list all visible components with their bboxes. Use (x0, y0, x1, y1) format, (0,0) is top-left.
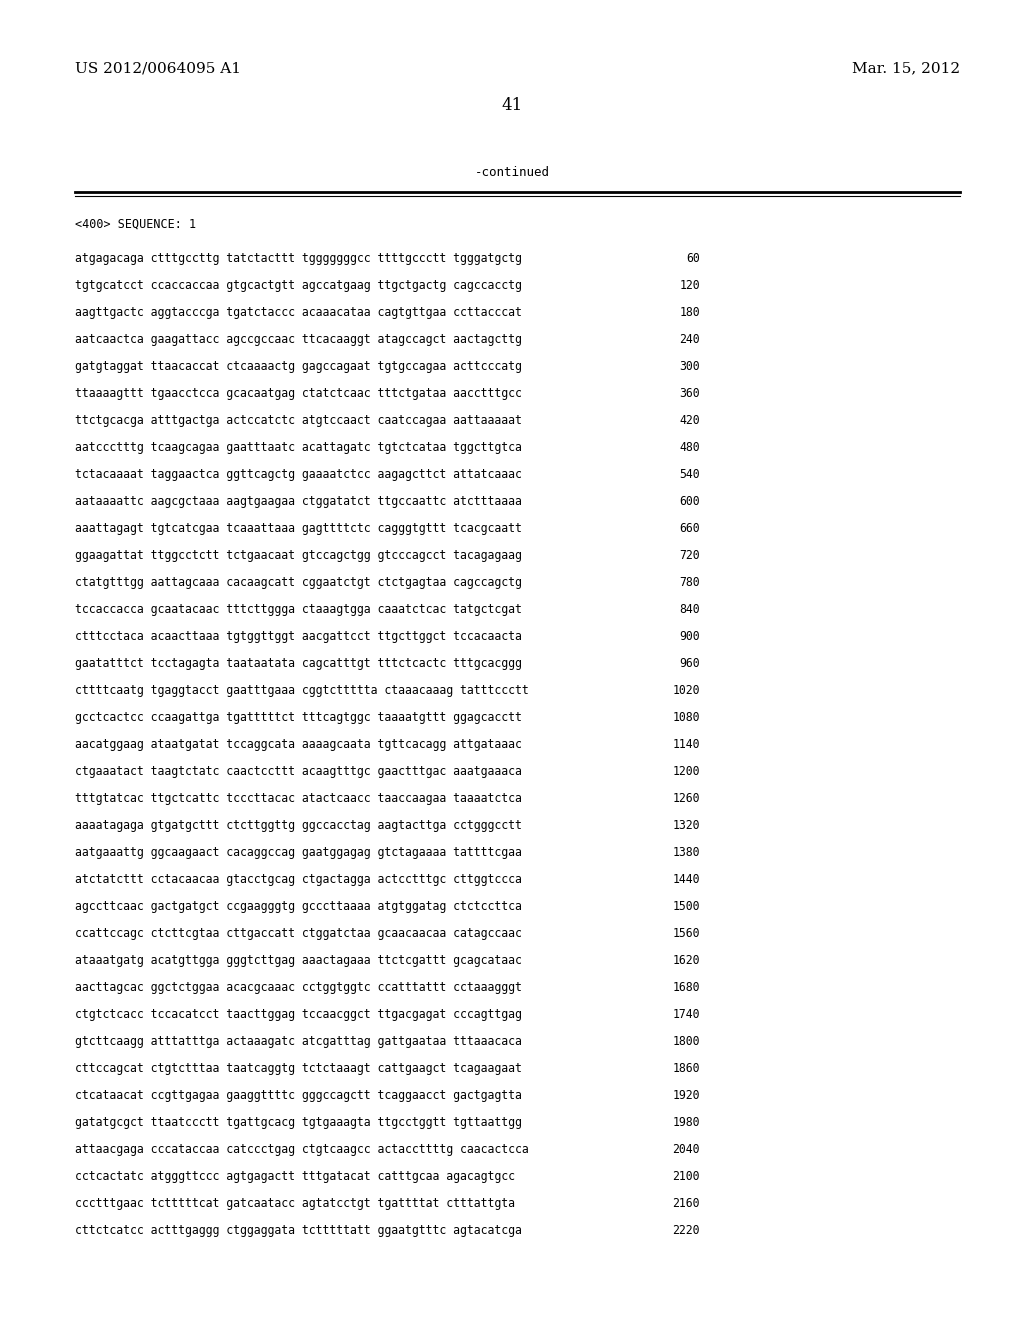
Text: 180: 180 (679, 306, 700, 319)
Text: ctttcctaca acaacttaaa tgtggttggt aacgattcct ttgcttggct tccacaacta: ctttcctaca acaacttaaa tgtggttggt aacgatt… (75, 630, 522, 643)
Text: ctgaaatact taagtctatc caactccttt acaagtttgc gaactttgac aaatgaaaca: ctgaaatact taagtctatc caactccttt acaagtt… (75, 766, 522, 777)
Text: tccaccacca gcaatacaac tttcttggga ctaaagtgga caaatctcac tatgctcgat: tccaccacca gcaatacaac tttcttggga ctaaagt… (75, 603, 522, 616)
Text: 1140: 1140 (673, 738, 700, 751)
Text: atgagacaga ctttgccttg tatctacttt tgggggggcc ttttgccctt tgggatgctg: atgagacaga ctttgccttg tatctacttt tgggggg… (75, 252, 522, 265)
Text: 1920: 1920 (673, 1089, 700, 1102)
Text: gaatatttct tcctagagta taataatata cagcatttgt tttctcactc tttgcacggg: gaatatttct tcctagagta taataatata cagcatt… (75, 657, 522, 671)
Text: <400> SEQUENCE: 1: <400> SEQUENCE: 1 (75, 218, 197, 231)
Text: ctcataacat ccgttgagaa gaaggttttc gggccagctt tcaggaacct gactgagtta: ctcataacat ccgttgagaa gaaggttttc gggccag… (75, 1089, 522, 1102)
Text: aatccctttg tcaagcagaa gaatttaatc acattagatc tgtctcataa tggcttgtca: aatccctttg tcaagcagaa gaatttaatc acattag… (75, 441, 522, 454)
Text: 1020: 1020 (673, 684, 700, 697)
Text: 1500: 1500 (673, 900, 700, 913)
Text: aaaatagaga gtgatgcttt ctcttggttg ggccacctag aagtacttga cctgggcctt: aaaatagaga gtgatgcttt ctcttggttg ggccacc… (75, 818, 522, 832)
Text: 1200: 1200 (673, 766, 700, 777)
Text: 420: 420 (679, 414, 700, 426)
Text: gatatgcgct ttaatccctt tgattgcacg tgtgaaagta ttgcctggtt tgttaattgg: gatatgcgct ttaatccctt tgattgcacg tgtgaaa… (75, 1115, 522, 1129)
Text: 600: 600 (679, 495, 700, 508)
Text: 120: 120 (679, 279, 700, 292)
Text: ccattccagc ctcttcgtaa cttgaccatt ctggatctaa gcaacaacaa catagccaac: ccattccagc ctcttcgtaa cttgaccatt ctggatc… (75, 927, 522, 940)
Text: cctcactatc atgggttccc agtgagactt tttgatacat catttgcaa agacagtgcc: cctcactatc atgggttccc agtgagactt tttgata… (75, 1170, 515, 1183)
Text: agccttcaac gactgatgct ccgaagggtg gcccttaaaa atgtggatag ctctccttca: agccttcaac gactgatgct ccgaagggtg gccctta… (75, 900, 522, 913)
Text: aacttagcac ggctctggaa acacgcaaac cctggtggtc ccatttattt cctaaagggt: aacttagcac ggctctggaa acacgcaaac cctggtg… (75, 981, 522, 994)
Text: aacatggaag ataatgatat tccaggcata aaaagcaata tgttcacagg attgataaac: aacatggaag ataatgatat tccaggcata aaaagca… (75, 738, 522, 751)
Text: -continued: -continued (474, 165, 550, 178)
Text: gatgtaggat ttaacaccat ctcaaaactg gagccagaat tgtgccagaa acttcccatg: gatgtaggat ttaacaccat ctcaaaactg gagccag… (75, 360, 522, 374)
Text: 2040: 2040 (673, 1143, 700, 1156)
Text: 1860: 1860 (673, 1063, 700, 1074)
Text: 1620: 1620 (673, 954, 700, 968)
Text: aatgaaattg ggcaagaact cacaggccag gaatggagag gtctagaaaa tattttcgaa: aatgaaattg ggcaagaact cacaggccag gaatgga… (75, 846, 522, 859)
Text: 1380: 1380 (673, 846, 700, 859)
Text: 1740: 1740 (673, 1008, 700, 1020)
Text: tttgtatcac ttgctcattc tcccttacac atactcaacc taaccaagaa taaaatctca: tttgtatcac ttgctcattc tcccttacac atactca… (75, 792, 522, 805)
Text: atctatcttt cctacaacaa gtacctgcag ctgactagga actcctttgc cttggtccca: atctatcttt cctacaacaa gtacctgcag ctgacta… (75, 873, 522, 886)
Text: attaacgaga cccataccaa catccctgag ctgtcaagcc actaccttttg caacactcca: attaacgaga cccataccaa catccctgag ctgtcaa… (75, 1143, 528, 1156)
Text: cttctcatcc actttgaggg ctggaggata tctttttatt ggaatgtttc agtacatcga: cttctcatcc actttgaggg ctggaggata tcttttt… (75, 1224, 522, 1237)
Text: tctacaaaat taggaactca ggttcagctg gaaaatctcc aagagcttct attatcaaac: tctacaaaat taggaactca ggttcagctg gaaaatc… (75, 469, 522, 480)
Text: aaattagagt tgtcatcgaa tcaaattaaa gagttttctc cagggtgttt tcacgcaatt: aaattagagt tgtcatcgaa tcaaattaaa gagtttt… (75, 521, 522, 535)
Text: 900: 900 (679, 630, 700, 643)
Text: cttccagcat ctgtctttaa taatcaggtg tctctaaagt cattgaagct tcagaagaat: cttccagcat ctgtctttaa taatcaggtg tctctaa… (75, 1063, 522, 1074)
Text: ggaagattat ttggcctctt tctgaacaat gtccagctgg gtcccagcct tacagagaag: ggaagattat ttggcctctt tctgaacaat gtccagc… (75, 549, 522, 562)
Text: cttttcaatg tgaggtacct gaatttgaaa cggtcttttta ctaaacaaag tatttccctt: cttttcaatg tgaggtacct gaatttgaaa cggtctt… (75, 684, 528, 697)
Text: 1680: 1680 (673, 981, 700, 994)
Text: ataaatgatg acatgttgga gggtcttgag aaactagaaa ttctcgattt gcagcataac: ataaatgatg acatgttgga gggtcttgag aaactag… (75, 954, 522, 968)
Text: 1320: 1320 (673, 818, 700, 832)
Text: 480: 480 (679, 441, 700, 454)
Text: aatcaactca gaagattacc agccgccaac ttcacaaggt atagccagct aactagcttg: aatcaactca gaagattacc agccgccaac ttcacaa… (75, 333, 522, 346)
Text: 1080: 1080 (673, 711, 700, 723)
Text: aagttgactc aggtacccga tgatctaccc acaaacataa cagtgttgaa ccttacccat: aagttgactc aggtacccga tgatctaccc acaaaca… (75, 306, 522, 319)
Text: 300: 300 (679, 360, 700, 374)
Text: ttaaaagttt tgaacctcca gcacaatgag ctatctcaac tttctgataa aacctttgcc: ttaaaagttt tgaacctcca gcacaatgag ctatctc… (75, 387, 522, 400)
Text: 41: 41 (502, 96, 522, 114)
Text: 240: 240 (679, 333, 700, 346)
Text: 360: 360 (679, 387, 700, 400)
Text: 660: 660 (679, 521, 700, 535)
Text: tgtgcatcct ccaccaccaa gtgcactgtt agccatgaag ttgctgactg cagccacctg: tgtgcatcct ccaccaccaa gtgcactgtt agccatg… (75, 279, 522, 292)
Text: 960: 960 (679, 657, 700, 671)
Text: 1260: 1260 (673, 792, 700, 805)
Text: aataaaattc aagcgctaaa aagtgaagaa ctggatatct ttgccaattc atctttaaaa: aataaaattc aagcgctaaa aagtgaagaa ctggata… (75, 495, 522, 508)
Text: 2160: 2160 (673, 1197, 700, 1210)
Text: gcctcactcc ccaagattga tgatttttct tttcagtggc taaaatgttt ggagcacctt: gcctcactcc ccaagattga tgatttttct tttcagt… (75, 711, 522, 723)
Text: ttctgcacga atttgactga actccatctc atgtccaact caatccagaa aattaaaaat: ttctgcacga atttgactga actccatctc atgtcca… (75, 414, 522, 426)
Text: 2100: 2100 (673, 1170, 700, 1183)
Text: Mar. 15, 2012: Mar. 15, 2012 (852, 61, 961, 75)
Text: 2220: 2220 (673, 1224, 700, 1237)
Text: 1800: 1800 (673, 1035, 700, 1048)
Text: US 2012/0064095 A1: US 2012/0064095 A1 (75, 61, 241, 75)
Text: ctgtctcacc tccacatcct taacttggag tccaacggct ttgacgagat cccagttgag: ctgtctcacc tccacatcct taacttggag tccaacg… (75, 1008, 522, 1020)
Text: 720: 720 (679, 549, 700, 562)
Text: gtcttcaagg atttatttga actaaagatc atcgatttag gattgaataa tttaaacaca: gtcttcaagg atttatttga actaaagatc atcgatt… (75, 1035, 522, 1048)
Text: ctatgtttgg aattagcaaa cacaagcatt cggaatctgt ctctgagtaa cagccagctg: ctatgtttgg aattagcaaa cacaagcatt cggaatc… (75, 576, 522, 589)
Text: 780: 780 (679, 576, 700, 589)
Text: 840: 840 (679, 603, 700, 616)
Text: 540: 540 (679, 469, 700, 480)
Text: 1440: 1440 (673, 873, 700, 886)
Text: 1980: 1980 (673, 1115, 700, 1129)
Text: ccctttgaac tctttttcat gatcaatacc agtatcctgt tgattttat ctttattgta: ccctttgaac tctttttcat gatcaatacc agtatcc… (75, 1197, 515, 1210)
Text: 60: 60 (686, 252, 700, 265)
Text: 1560: 1560 (673, 927, 700, 940)
